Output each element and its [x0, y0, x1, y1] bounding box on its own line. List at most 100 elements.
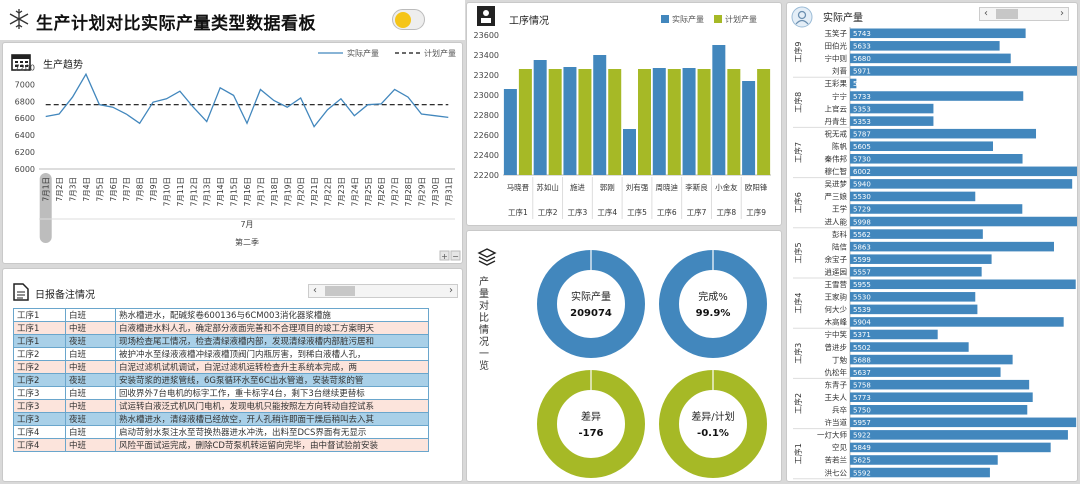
y-tick-label: 王夫人: [825, 392, 848, 402]
bar-plan[interactable]: [608, 69, 622, 175]
bar-plan[interactable]: [518, 69, 532, 175]
actual-scrollbar[interactable]: ‹ ›: [979, 7, 1069, 21]
scroll-right-icon[interactable]: ›: [449, 285, 453, 296]
bar-actual[interactable]: [850, 455, 998, 465]
bar-actual[interactable]: [593, 55, 607, 175]
scroll-right-icon[interactable]: ›: [1060, 8, 1064, 19]
notes-cell-step: 工序2: [13, 347, 66, 361]
summary-panel: 产量对比情况一览 实际产量 209074 完成% 99.9% 差异 -176 差异/计划 -0…: [466, 230, 782, 482]
bar-actual[interactable]: [850, 141, 993, 151]
plus-icon[interactable]: +: [441, 252, 448, 261]
bar-actual[interactable]: [850, 229, 983, 239]
y-tick-label: 丹青生: [825, 116, 848, 126]
bar-value-label: 5502: [853, 344, 871, 352]
bar-actual[interactable]: [533, 60, 547, 175]
scroll-left-icon[interactable]: ‹: [313, 285, 317, 296]
bar-value-label: 5922: [853, 432, 871, 440]
bar-actual[interactable]: [850, 442, 1051, 453]
x-tick-label: 7月21日: [310, 177, 319, 206]
bar-plan[interactable]: [727, 69, 741, 175]
bar-actual[interactable]: [850, 254, 992, 264]
bar-actual[interactable]: [850, 41, 1000, 51]
minus-icon[interactable]: −: [452, 252, 459, 261]
bar-value-label: 5758: [853, 381, 871, 389]
avatar-icon: [791, 6, 813, 28]
x-tick-label: 马晓晋: [507, 182, 530, 192]
bar-actual[interactable]: [850, 179, 1073, 189]
notes-scrollbar[interactable]: ‹ ›: [308, 284, 458, 298]
zoom-out-button[interactable]: [450, 250, 461, 261]
bar-value-label: 5955: [853, 281, 871, 289]
bar-actual[interactable]: [850, 329, 938, 340]
y-tick-label: 22200: [474, 171, 499, 180]
bar-actual[interactable]: [623, 129, 636, 175]
x-step-label: 工序8: [716, 207, 736, 217]
donut-ring: [537, 370, 645, 478]
bar-actual[interactable]: [850, 78, 857, 89]
bar-plan[interactable]: [757, 69, 771, 175]
bar-actual[interactable]: [850, 66, 1078, 76]
notes-cell-shift: 白班: [65, 386, 116, 400]
summary-side-title: 产量对比情况一览: [479, 277, 489, 372]
bar-actual[interactable]: [850, 292, 976, 302]
bar-actual[interactable]: [850, 405, 1028, 415]
bar-actual[interactable]: [850, 116, 934, 126]
bar-actual[interactable]: [850, 417, 1077, 428]
bar-actual[interactable]: [850, 204, 1023, 214]
scroll-left-icon[interactable]: ‹: [984, 8, 988, 19]
bar-actual[interactable]: [850, 216, 1078, 227]
table-row: 工序1 白班 熟水槽进水，配碱浆卷600136与6CM003消化器浆槽施: [13, 308, 429, 322]
bar-actual[interactable]: [850, 392, 1033, 402]
y-tick-label: 田伯光: [825, 41, 848, 51]
bar-actual[interactable]: [850, 166, 1078, 177]
bar-actual[interactable]: [850, 28, 1026, 39]
bar-actual[interactable]: [850, 379, 1030, 390]
bar-actual[interactable]: [682, 68, 696, 175]
bar-plan[interactable]: [697, 69, 711, 175]
toggle-knob[interactable]: [395, 12, 411, 28]
theme-toggle[interactable]: [392, 9, 425, 30]
y-tick-label: 宁中笑: [825, 329, 848, 339]
bar-actual[interactable]: [850, 241, 1054, 252]
bar-plan[interactable]: [578, 69, 592, 175]
bar-actual[interactable]: [850, 53, 1011, 64]
bar-actual[interactable]: [850, 266, 982, 277]
trend-panel: 生产趋势 实际产量 计划产量 6000 6200 6400 6600 6800 7000 7200…: [2, 42, 463, 264]
y-tick-label: 兵卒: [832, 405, 847, 415]
notes-cell-step: 工序4: [13, 438, 66, 452]
x-step-label: 工序2: [538, 207, 558, 217]
bar-actual[interactable]: [850, 154, 1023, 164]
notes-cell-shift: 中班: [65, 438, 116, 452]
bar-actual[interactable]: [850, 279, 1076, 290]
bar-actual[interactable]: [850, 103, 934, 114]
zoom-in-button[interactable]: [439, 250, 450, 261]
notes-cell-shift: 中班: [65, 399, 116, 413]
bar-plan[interactable]: [638, 69, 651, 175]
bar-actual[interactable]: [850, 367, 1001, 377]
x-tick-label: 7月25日: [364, 177, 373, 206]
bar-actual[interactable]: [850, 467, 990, 478]
bar-actual[interactable]: [850, 304, 978, 315]
bar-actual[interactable]: [850, 191, 976, 202]
bar-actual[interactable]: [742, 81, 756, 175]
notes-cell-shift: 中班: [65, 321, 116, 335]
bar-actual[interactable]: [850, 430, 1068, 440]
bar-actual[interactable]: [850, 317, 1064, 327]
bar-actual[interactable]: [850, 128, 1037, 139]
bar-actual[interactable]: [503, 89, 517, 175]
bar-plan[interactable]: [667, 69, 681, 175]
bar-actual[interactable]: [563, 67, 577, 175]
scroll-thumb[interactable]: [996, 9, 1018, 19]
bar-plan[interactable]: [548, 69, 562, 175]
bar-actual[interactable]: [712, 45, 726, 175]
bar-actual[interactable]: [850, 354, 1013, 365]
x-category-highlight[interactable]: [39, 173, 52, 243]
group-step-label: 工序9: [793, 42, 803, 63]
notes-cell-shift: 白班: [65, 347, 116, 361]
bar-actual[interactable]: [850, 91, 1024, 101]
x-tick-label: 7月8日: [136, 177, 145, 202]
scroll-thumb[interactable]: [325, 286, 355, 296]
bar-actual[interactable]: [652, 68, 666, 175]
table-row: 工序1 夜班 现场检查尾工情况，检查清绿液槽内部，发现清绿液槽内部脏污居和: [13, 334, 429, 348]
bar-actual[interactable]: [850, 342, 969, 352]
